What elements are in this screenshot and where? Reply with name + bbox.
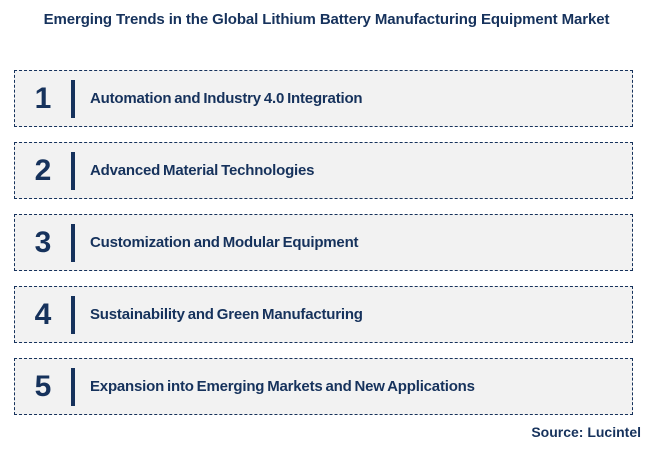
- trend-label: Advanced Material Technologies: [90, 162, 315, 179]
- trend-number: 5: [34, 369, 52, 403]
- trend-row: 2 Advanced Material Technologies: [14, 142, 633, 199]
- divider-bar: [71, 223, 75, 262]
- trend-number: 2: [34, 153, 52, 187]
- trend-row: 1 Automation and Industry 4.0 Integratio…: [14, 70, 633, 127]
- trend-number: 4: [34, 297, 52, 331]
- trend-row: 4 Sustainability and Green Manufacturing: [14, 286, 633, 343]
- trend-list: 1 Automation and Industry 4.0 Integratio…: [14, 70, 633, 415]
- trend-number: 3: [34, 225, 52, 259]
- divider-bar: [71, 79, 75, 118]
- trend-number: 1: [34, 81, 52, 115]
- trend-label: Automation and Industry 4.0 Integration: [90, 90, 363, 107]
- trend-label: Sustainability and Green Manufacturing: [90, 306, 363, 323]
- trend-label: Expansion into Emerging Markets and New …: [90, 378, 475, 395]
- trend-label: Customization and Modular Equipment: [90, 234, 359, 251]
- divider-bar: [71, 151, 75, 190]
- trend-row: 5 Expansion into Emerging Markets and Ne…: [14, 358, 633, 415]
- trend-row: 3 Customization and Modular Equipment: [14, 214, 633, 271]
- divider-bar: [71, 295, 75, 334]
- page-title: Emerging Trends in the Global Lithium Ba…: [43, 11, 610, 28]
- source-credit: Source: Lucintel: [531, 424, 641, 440]
- divider-bar: [71, 367, 75, 406]
